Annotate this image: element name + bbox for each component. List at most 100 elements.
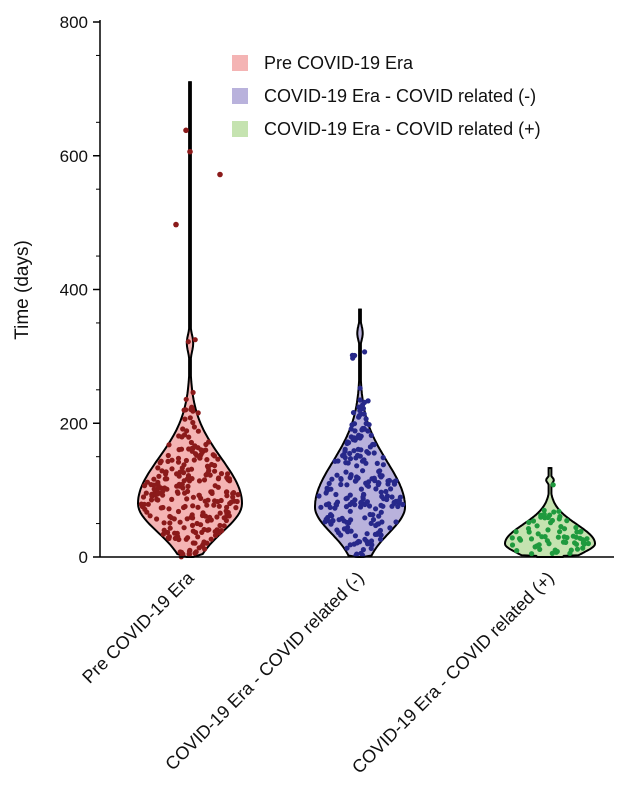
data-point	[181, 407, 187, 413]
data-point	[318, 504, 324, 510]
data-point	[175, 459, 182, 465]
data-point	[388, 486, 394, 492]
data-point	[534, 543, 540, 549]
data-point	[185, 339, 191, 345]
data-point	[541, 507, 547, 513]
data-point	[349, 352, 355, 358]
data-point	[358, 550, 364, 556]
data-point	[189, 406, 195, 412]
data-point	[162, 476, 168, 482]
data-point	[537, 546, 543, 553]
data-point	[526, 519, 532, 526]
data-point	[223, 508, 229, 514]
data-point	[145, 501, 151, 507]
data-point	[203, 441, 209, 448]
data-point	[195, 534, 201, 540]
x-category-label: COVID-19 Era - COVID related (+)	[348, 568, 558, 778]
data-point	[192, 337, 198, 343]
data-point	[181, 525, 187, 531]
data-point	[185, 475, 192, 481]
data-point	[195, 410, 201, 416]
data-point	[160, 504, 166, 511]
data-point	[573, 524, 579, 531]
data-point	[513, 529, 519, 535]
data-point	[235, 492, 241, 498]
data-point	[354, 463, 360, 469]
data-point	[198, 447, 204, 453]
data-point	[190, 503, 196, 509]
data-point	[184, 428, 190, 434]
data-point	[396, 498, 402, 504]
data-point	[190, 419, 196, 426]
data-point	[185, 483, 191, 489]
data-point	[218, 497, 224, 504]
data-point	[208, 536, 214, 542]
data-point	[175, 534, 181, 540]
data-point	[196, 478, 203, 484]
data-point	[212, 462, 218, 469]
data-point	[542, 534, 548, 540]
data-point	[351, 448, 357, 454]
data-point	[327, 519, 333, 525]
data-point	[207, 514, 213, 521]
data-point	[352, 533, 358, 539]
data-point	[393, 478, 399, 484]
data-point	[356, 414, 362, 420]
data-point	[167, 520, 173, 526]
data-point	[166, 442, 172, 448]
data-point	[182, 490, 188, 496]
y-axis-title: Time (days)	[12, 240, 33, 340]
data-point	[203, 447, 209, 453]
data-point	[217, 522, 223, 529]
data-point	[193, 529, 199, 536]
data-point	[376, 513, 382, 519]
data-point	[371, 450, 377, 456]
data-point	[165, 458, 171, 464]
data-point	[349, 422, 355, 428]
data-point	[585, 540, 592, 547]
data-point	[347, 492, 353, 498]
data-point	[186, 434, 192, 440]
data-point	[142, 483, 148, 489]
data-point	[182, 416, 188, 422]
data-point	[573, 541, 580, 547]
data-point	[567, 550, 573, 557]
data-point	[358, 500, 364, 506]
data-point	[216, 503, 222, 509]
data-point	[343, 496, 349, 502]
data-point	[364, 531, 370, 537]
data-point	[175, 490, 181, 496]
data-point	[374, 460, 380, 466]
data-point	[335, 458, 341, 464]
data-point	[375, 482, 381, 488]
data-point	[215, 476, 221, 482]
data-point	[343, 504, 350, 510]
outlier-point	[187, 148, 193, 155]
data-point	[564, 535, 570, 541]
data-point	[192, 451, 199, 457]
data-point	[517, 537, 524, 543]
data-points	[138, 127, 592, 560]
data-point	[204, 457, 210, 463]
data-point	[169, 457, 175, 463]
data-point	[151, 486, 157, 492]
data-point	[355, 475, 361, 481]
data-point	[221, 523, 227, 529]
data-point	[528, 536, 535, 542]
data-point	[205, 465, 211, 471]
data-point	[345, 524, 351, 531]
data-point	[366, 503, 373, 509]
data-point	[347, 456, 354, 462]
data-point	[364, 449, 370, 455]
data-point	[175, 508, 182, 515]
data-point	[391, 500, 397, 506]
data-point	[368, 545, 374, 552]
data-point	[361, 425, 367, 432]
data-point	[218, 471, 225, 477]
data-point	[574, 529, 580, 535]
data-point	[365, 483, 372, 489]
data-point	[535, 531, 541, 537]
data-point	[342, 446, 348, 452]
data-point	[207, 472, 213, 478]
data-point	[192, 550, 198, 556]
